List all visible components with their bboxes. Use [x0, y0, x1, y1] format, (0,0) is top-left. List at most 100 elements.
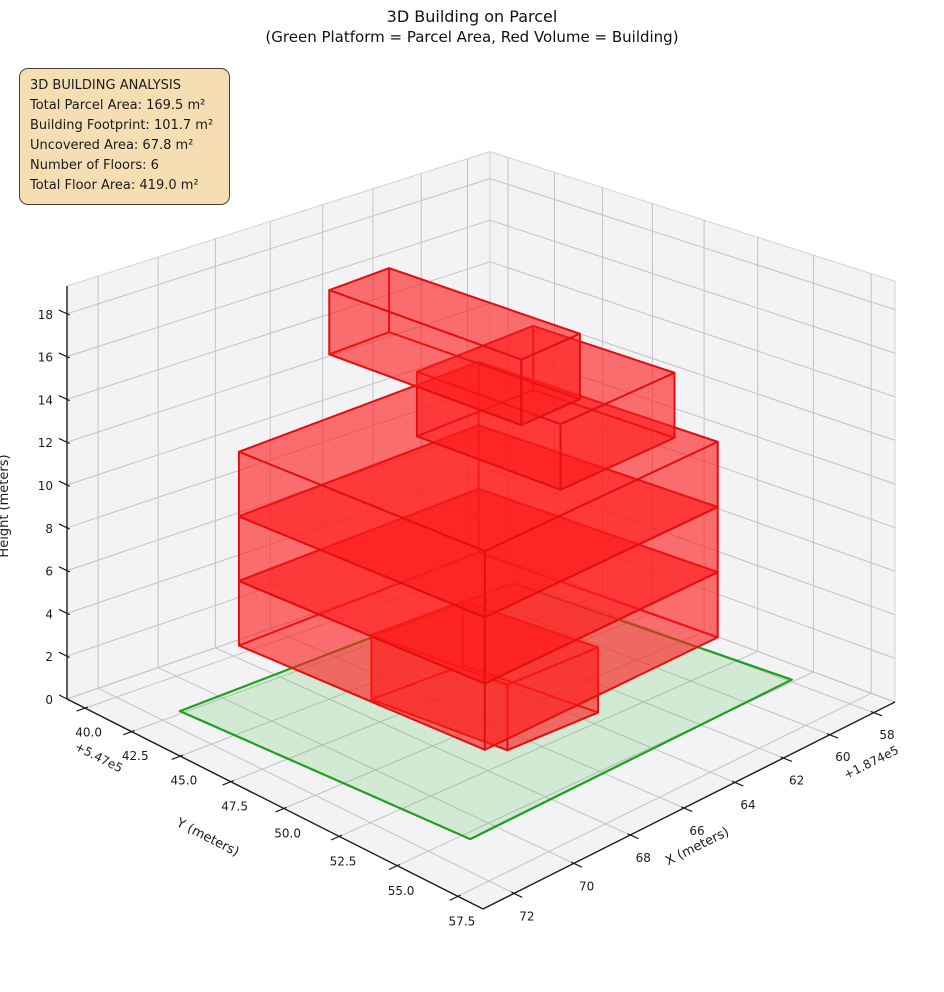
z-tick [58, 523, 70, 530]
grid-line [489, 469, 896, 616]
y-tick [122, 730, 135, 736]
z-tick-label: 8 [45, 522, 53, 536]
info-line-number-of-floors: Number of Floors: 6 [30, 158, 159, 173]
building-volume [237, 267, 719, 752]
y-tick-label: 55.0 [388, 884, 415, 898]
x-tick-label: 64 [740, 798, 755, 812]
grid-line [66, 386, 491, 529]
y-axis-line [66, 698, 484, 910]
y-tick-label: 52.5 [330, 854, 357, 868]
x-tick [731, 780, 744, 787]
grid-line [66, 261, 491, 400]
grid-line [457, 692, 872, 897]
y-tick [449, 894, 461, 901]
z-tick [58, 437, 70, 445]
grid-line [66, 302, 491, 443]
grid-line [489, 386, 896, 529]
y-tick-label: 47.5 [221, 799, 248, 813]
grid-line [322, 610, 736, 783]
x-tick-label: 68 [636, 851, 651, 865]
grid-line [66, 469, 491, 614]
analysis-info-box: 3D BUILDING ANALYSIS Total Parcel Area: … [19, 68, 230, 205]
z-tick-label: 10 [38, 479, 53, 493]
box-face [237, 360, 719, 553]
grid-line [489, 178, 896, 311]
grid-line [489, 261, 896, 398]
z-tick-label: 14 [38, 393, 53, 407]
z-tick [58, 608, 70, 616]
y-tick [388, 863, 401, 871]
z-tick-label: 2 [45, 650, 53, 664]
x-tick-label: 72 [519, 910, 534, 924]
grid-line [338, 651, 758, 837]
info-line-uncovered-area: Uncovered Area: 67.8 m² [30, 138, 194, 153]
grid-line [270, 628, 685, 809]
y-tick [330, 834, 343, 841]
grid-line [421, 576, 830, 736]
x-tick-label: 60 [835, 750, 850, 764]
y-tick [171, 754, 184, 760]
x-tick [780, 756, 793, 762]
grid-line [215, 647, 631, 836]
grid-line [66, 427, 491, 572]
info-line-title: 3D BUILDING ANALYSIS [30, 78, 182, 93]
z-tick-label: 12 [38, 436, 53, 450]
y-tick [222, 780, 234, 786]
parcel-platform [178, 581, 793, 841]
z-tick [58, 651, 70, 659]
z-tick [58, 566, 70, 573]
z-tick [58, 480, 70, 487]
z-tick [58, 395, 70, 402]
x-tick-label: 58 [879, 728, 894, 742]
grid-line [372, 592, 784, 759]
y-tick-label: 50.0 [274, 826, 301, 840]
x-axis-line [482, 701, 896, 910]
grid-line [84, 559, 509, 709]
y-tick-label: 45.0 [171, 774, 198, 788]
x-tick [627, 833, 639, 840]
z-tick-label: 0 [45, 693, 53, 707]
box-face [328, 267, 581, 361]
y-tick-label: 40.0 [75, 725, 102, 739]
parcel-polygon [178, 581, 793, 841]
grid-line [66, 344, 491, 486]
x-tick-label: 66 [689, 824, 704, 838]
z-tick [58, 309, 70, 316]
grid-line [157, 667, 575, 864]
y-tick-label: 57.5 [449, 915, 476, 929]
x-tick [570, 861, 583, 868]
info-line-parcel-area: Total Parcel Area: 169.5 m² [30, 98, 206, 113]
grid-line [66, 178, 491, 315]
grid-line [66, 219, 491, 358]
y-tick [76, 706, 89, 712]
grid-line [66, 552, 491, 700]
z-tick-label: 6 [45, 565, 53, 579]
grid-line [489, 219, 896, 354]
grid-line [283, 631, 705, 809]
grid-line [66, 510, 491, 657]
z-tick-label: 4 [45, 607, 53, 621]
y-tick-label: 42.5 [122, 749, 149, 763]
y-axis-label: Y (meters) [173, 815, 241, 860]
z-tick-label: 18 [38, 308, 53, 322]
x-tick [680, 806, 693, 813]
building-floor-box-6 [328, 267, 581, 427]
z-axis-label: Height (meters) [0, 454, 12, 557]
z-tick [58, 352, 70, 359]
chart-title-line2: (Green Platform = Parcel Area, Red Volum… [265, 28, 679, 46]
y-axis-offset-label: +5.47e5 [73, 739, 126, 775]
chart-title-line1: 3D Building on Parcel [386, 7, 558, 26]
x-tick [511, 891, 523, 898]
info-line-total-floor-area: Total Floor Area: 419.0 m² [30, 178, 199, 193]
grid-line [180, 593, 603, 757]
grid-line [489, 344, 896, 485]
z-tick-label: 16 [38, 351, 53, 365]
x-tick [826, 733, 839, 739]
x-tick [870, 711, 883, 717]
info-line-building-footprint: Building Footprint: 101.7 m² [30, 118, 214, 133]
y-tick [275, 806, 287, 813]
x-tick-label: 62 [789, 774, 804, 788]
x-tick-label: 70 [579, 880, 594, 894]
